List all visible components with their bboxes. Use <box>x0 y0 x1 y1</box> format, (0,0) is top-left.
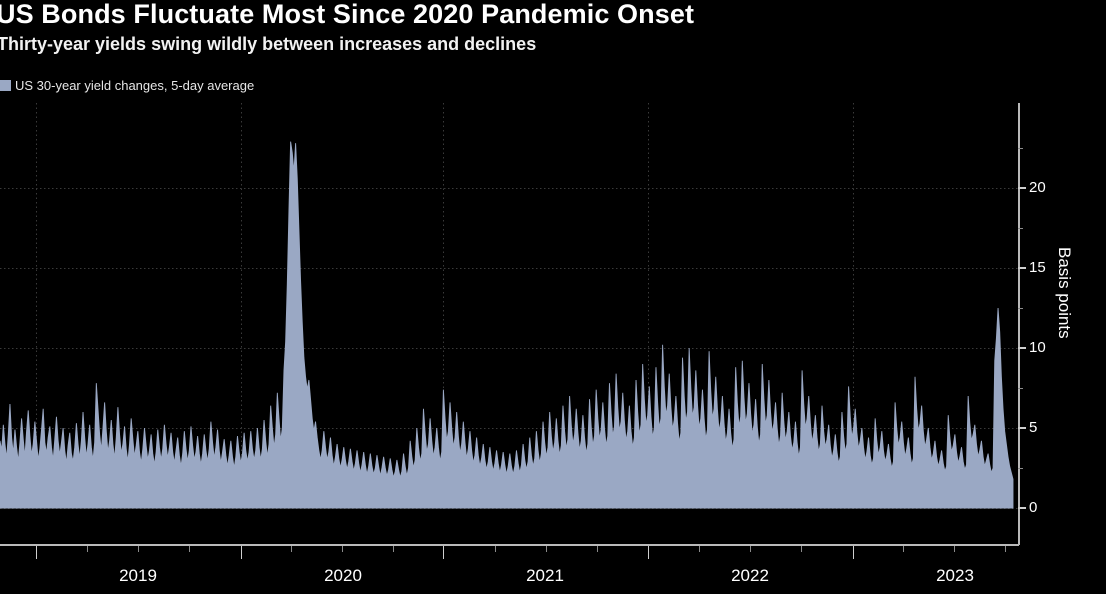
y-tick-minor <box>1018 308 1023 309</box>
y-tick-major <box>1018 427 1026 429</box>
x-tick-minor <box>87 546 88 552</box>
y-tick-label: 0 <box>1029 499 1038 516</box>
y-tick-label: 5 <box>1029 419 1038 436</box>
x-tick-minor <box>495 546 496 552</box>
x-tick-minor <box>1005 546 1006 552</box>
chart-legend: US 30-year yield changes, 5-day average <box>0 79 254 92</box>
y-axis-line <box>1018 103 1020 545</box>
x-tick-major <box>853 546 854 559</box>
x-tick-label: 2021 <box>526 566 564 585</box>
x-tick-minor <box>189 546 190 552</box>
y-tick-major <box>1018 187 1026 189</box>
x-tick-label: 2023 <box>936 566 974 585</box>
x-tick-major <box>36 546 37 559</box>
x-tick-major <box>241 546 242 559</box>
x-tick-label: 2020 <box>324 566 362 585</box>
x-tick-minor <box>342 546 343 552</box>
x-axis-line <box>0 544 1019 546</box>
y-tick-minor <box>1018 148 1023 149</box>
x-tick-minor <box>699 546 700 552</box>
series-group <box>0 141 1014 509</box>
y-tick-label: 20 <box>1029 179 1046 196</box>
series-area-chart <box>0 103 1018 509</box>
legend-swatch-icon <box>0 80 11 91</box>
x-tick-minor <box>597 546 598 552</box>
y-tick-minor <box>1018 228 1023 229</box>
y-axis-title: Basis points <box>1055 247 1074 339</box>
chart-subtitle: Thirty-year yields swing wildly between … <box>0 34 537 54</box>
legend-item-label: US 30-year yield changes, 5-day average <box>15 78 255 93</box>
y-tick-label: 10 <box>1029 339 1046 356</box>
x-tick-minor <box>801 546 802 552</box>
x-tick-minor <box>291 546 292 552</box>
x-tick-minor <box>903 546 904 552</box>
x-tick-major <box>443 546 444 559</box>
plot-area <box>0 103 1018 545</box>
page-title: US Bonds Fluctuate Most Since 2020 Pande… <box>0 0 695 29</box>
y-tick-major <box>1018 347 1026 349</box>
x-tick-minor <box>393 546 394 552</box>
y-tick-major <box>1018 507 1026 509</box>
y-tick-minor <box>1018 468 1023 469</box>
x-tick-minor <box>954 546 955 552</box>
x-tick-major <box>648 546 649 559</box>
x-tick-minor <box>546 546 547 552</box>
x-tick-minor <box>750 546 751 552</box>
x-tick-label: 2022 <box>731 566 769 585</box>
series-path <box>0 141 1014 509</box>
y-tick-major <box>1018 267 1026 269</box>
x-tick-label: 2019 <box>119 566 157 585</box>
y-tick-minor <box>1018 388 1023 389</box>
y-tick-label: 15 <box>1029 259 1046 276</box>
x-tick-minor <box>138 546 139 552</box>
